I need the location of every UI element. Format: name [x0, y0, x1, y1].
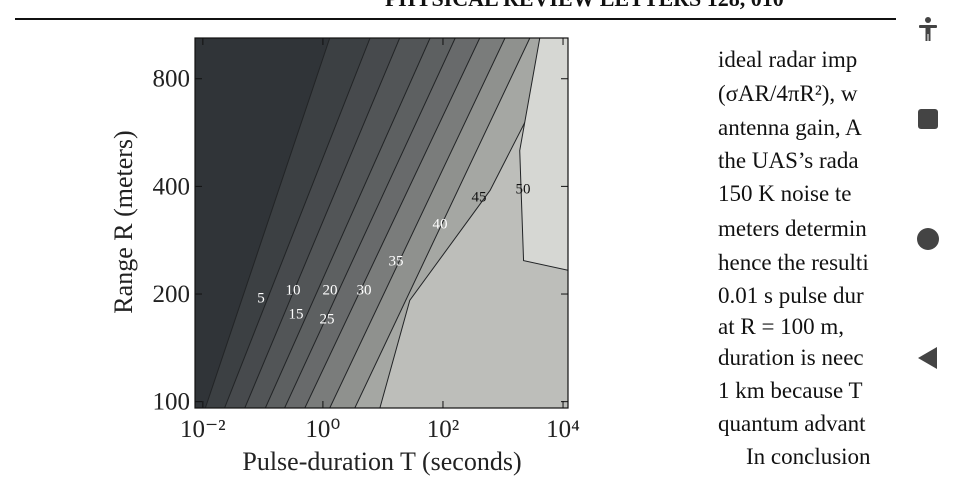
contour-line: [244, 38, 401, 408]
body-line: 0.01 s pulse dur: [718, 283, 864, 308]
contour-label: 15: [289, 306, 304, 322]
body-line: (σAR/4πR²), w: [718, 81, 858, 106]
x-tick-label: 10²: [427, 416, 460, 443]
contour-line: [224, 38, 371, 408]
contour-label: 45: [472, 189, 487, 205]
contour-label: 35: [389, 253, 404, 269]
contour-label: 25: [320, 311, 335, 327]
x-tick-label: 10⁰: [305, 416, 340, 443]
body-line: meters determin: [718, 216, 867, 241]
body-line: the UAS’s rada: [718, 148, 859, 173]
contour-label: 10: [286, 282, 301, 298]
y-tick-label: 200: [153, 281, 191, 308]
body-line: at R = 100 m,: [718, 314, 844, 339]
back-button[interactable]: [918, 347, 937, 369]
y-tick-label: 100: [153, 389, 191, 416]
contour-line: [264, 38, 431, 408]
contour-label: 40: [433, 216, 448, 232]
accessibility-button[interactable]: [919, 17, 937, 41]
x-tick-label: 10⁻²: [180, 416, 226, 443]
y-tick-label: 800: [153, 66, 191, 93]
running-header: PHYSICAL REVIEW LETTERS 128, 010: [385, 0, 784, 11]
home-button[interactable]: [917, 228, 939, 250]
contour-line: [204, 38, 331, 408]
contour-fills: [195, 38, 568, 408]
body-line: 150 K noise te: [718, 181, 852, 206]
x-axis-label: Pulse-duration T (seconds): [242, 447, 521, 476]
contour-label: 5: [257, 290, 265, 306]
contour-line: [329, 38, 506, 408]
body-line: hence the resulti: [718, 250, 869, 275]
contour-line: [354, 38, 531, 408]
contour-label: 30: [357, 282, 372, 298]
overview-button[interactable]: [918, 109, 938, 129]
x-tick-label: 10⁴: [546, 416, 580, 443]
body-line: antenna gain, A: [718, 115, 862, 140]
body-line: quantum advant: [718, 411, 866, 436]
contour-line: [519, 38, 568, 271]
contour-plot: 5 10 15 20 25 30 35 40 45 50 10⁻² 10⁰ 10² 10⁴ 100 200 40…: [109, 37, 580, 476]
contour-band: [519, 38, 568, 408]
body-line: ideal radar imp: [718, 47, 857, 72]
contour-label: 50: [516, 181, 531, 197]
contour-label: 20: [323, 282, 338, 298]
body-line: duration is neec: [718, 345, 864, 370]
body-line: In conclusion: [746, 444, 871, 469]
nav-icons: [917, 17, 939, 369]
body-line: 1 km because T: [718, 378, 863, 403]
plot-frame: [194, 37, 569, 409]
y-axis-label: Range R (meters): [109, 130, 138, 313]
contour-line: [304, 38, 481, 408]
contour-line: [284, 38, 456, 408]
text-column: ideal radar imp (σAR/4πR²), w antenna gain…: [718, 47, 871, 469]
y-tick-label: 400: [153, 173, 191, 200]
